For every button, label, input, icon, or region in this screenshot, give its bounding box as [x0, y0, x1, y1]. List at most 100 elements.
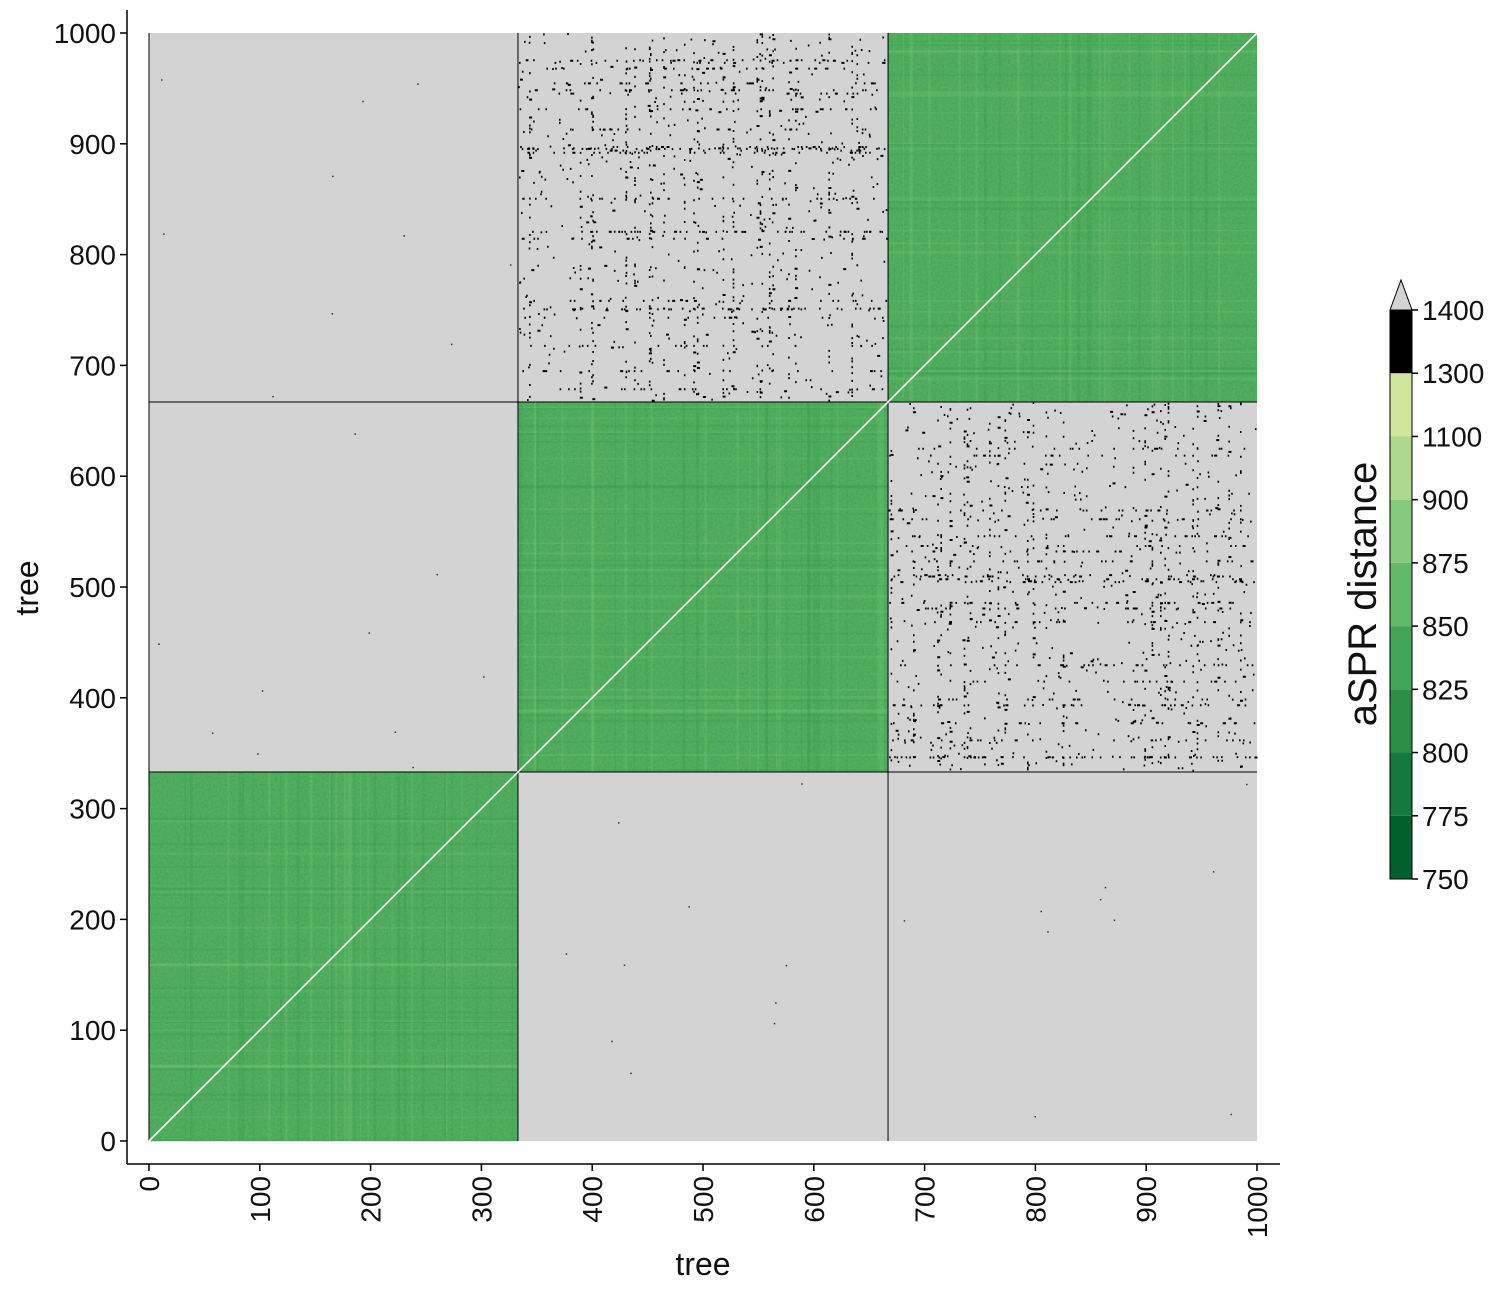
- green-block-stripe: [749, 401, 751, 773]
- green-block-stripe: [888, 112, 1257, 114]
- green-block-stripe: [149, 1016, 518, 1019]
- green-block-stripe: [490, 772, 492, 1141]
- green-block-stripe: [888, 73, 1257, 77]
- green-block-stripe: [296, 772, 300, 1141]
- green-block-stripe: [149, 930, 518, 932]
- grey-block-fill: [149, 33, 518, 402]
- green-block-stripe: [650, 401, 653, 773]
- x-tick-label: 800: [1020, 1176, 1051, 1223]
- green-block-stripe: [888, 151, 1257, 155]
- green-block-stripe: [624, 401, 628, 773]
- green-block-stripe: [1159, 33, 1161, 402]
- green-block-stripe: [1128, 33, 1131, 402]
- green-block-stripe: [517, 695, 889, 698]
- green-block-stripe: [517, 573, 889, 575]
- green-block-stripe: [519, 401, 523, 773]
- green-block-stripe: [238, 772, 242, 1141]
- green-block-stripe: [476, 772, 478, 1141]
- green-block-stripe: [397, 772, 401, 1141]
- green-block-stripe: [965, 33, 967, 402]
- green-block-stripe: [149, 963, 518, 966]
- green-block-stripe: [888, 144, 1257, 146]
- green-block-stripe: [347, 772, 350, 1141]
- green-block-stripe: [149, 930, 518, 932]
- green-block-stripe: [390, 772, 393, 1141]
- green-block-stripe: [149, 1030, 518, 1032]
- green-block-stripe: [517, 632, 889, 635]
- x-tick-label: 200: [356, 1176, 387, 1223]
- colorbar-tick-label: 750: [1422, 864, 1469, 895]
- green-block-stripe: [149, 774, 518, 776]
- x-tick-label: 900: [1131, 1176, 1162, 1223]
- green-block-stripe: [1107, 33, 1111, 402]
- green-block-stripe: [149, 842, 518, 846]
- green-block-stripe: [227, 772, 230, 1141]
- green-block-stripe: [149, 963, 518, 967]
- green-block-stripe: [536, 401, 539, 773]
- green-block-stripe: [1184, 33, 1187, 402]
- green-block-stripe: [1155, 33, 1158, 402]
- heatmap-block-5: [888, 401, 1258, 773]
- y-tick-label: 700: [69, 350, 116, 381]
- green-block-stripe: [517, 697, 889, 700]
- colorbar-tick-label: 850: [1422, 611, 1469, 642]
- colorbar-tick-label: 775: [1422, 801, 1469, 832]
- y-axis-title: tree: [9, 560, 45, 615]
- heatmap-block-3: [149, 401, 518, 773]
- green-block-stripe: [149, 1032, 518, 1036]
- colorbar-segment: [1390, 626, 1412, 690]
- green-block-stripe: [888, 51, 1257, 53]
- green-block-stripe: [888, 201, 1257, 204]
- green-block-stripe: [149, 1093, 518, 1097]
- green-block-stripe: [766, 401, 768, 773]
- green-block-stripe: [1226, 33, 1230, 402]
- green-block-stripe: [888, 43, 1257, 45]
- speckle-dots: [518, 33, 888, 402]
- green-block-stripe: [517, 612, 889, 615]
- x-tick-label: 400: [577, 1176, 608, 1223]
- green-block-stripe: [1059, 33, 1061, 402]
- green-block-stripe: [888, 373, 1257, 376]
- y-tick-label: 1000: [54, 18, 116, 49]
- green-block-stripe: [149, 1050, 518, 1052]
- green-block-stripe: [561, 401, 564, 773]
- green-block-stripe: [309, 772, 313, 1141]
- green-block-stripe: [517, 508, 889, 510]
- green-block-stripe: [888, 142, 1257, 145]
- grey-block-fill: [888, 772, 1257, 1141]
- green-block-stripe: [343, 772, 347, 1141]
- green-block-stripe: [888, 372, 1257, 374]
- green-block-stripe: [149, 817, 518, 821]
- y-axis-ticks: 0 100 200 300 400 500 600 700 800 900 1000: [54, 18, 127, 1157]
- green-block-stripe: [411, 772, 413, 1141]
- colorbar-segment: [1390, 815, 1412, 879]
- green-block-stripe: [517, 425, 889, 427]
- green-block-stripe: [403, 772, 407, 1141]
- green-block-stripe: [1087, 33, 1090, 402]
- green-block-stripe: [888, 229, 1257, 232]
- green-block-stripe: [846, 401, 848, 773]
- green-block-stripe: [1189, 33, 1193, 402]
- green-block-stripe: [284, 772, 288, 1141]
- green-block-stripe: [888, 45, 1257, 47]
- green-block-stripe: [888, 242, 1257, 245]
- green-block-stripe: [1226, 33, 1230, 402]
- green-block-stripe: [517, 458, 889, 460]
- y-tick-label: 0: [100, 1126, 116, 1157]
- green-block-stripe: [149, 889, 518, 892]
- green-block-stripe: [235, 772, 238, 1141]
- green-block-stripe: [252, 772, 254, 1141]
- green-block-stripe: [998, 33, 1001, 402]
- y-tick-label: 100: [69, 1015, 116, 1046]
- heatmap-block-2: [888, 772, 1257, 1141]
- green-block-stripe: [928, 33, 931, 402]
- green-block-stripe: [149, 890, 518, 893]
- green-block-stripe: [888, 373, 1257, 375]
- green-block-stripe: [517, 584, 889, 587]
- green-block-stripe: [775, 401, 778, 773]
- green-block-stripe: [903, 33, 905, 402]
- green-block-stripe: [149, 986, 518, 990]
- green-block-stripe: [517, 485, 889, 488]
- green-block-stripe: [888, 147, 1257, 150]
- green-block-stripe: [149, 1019, 518, 1022]
